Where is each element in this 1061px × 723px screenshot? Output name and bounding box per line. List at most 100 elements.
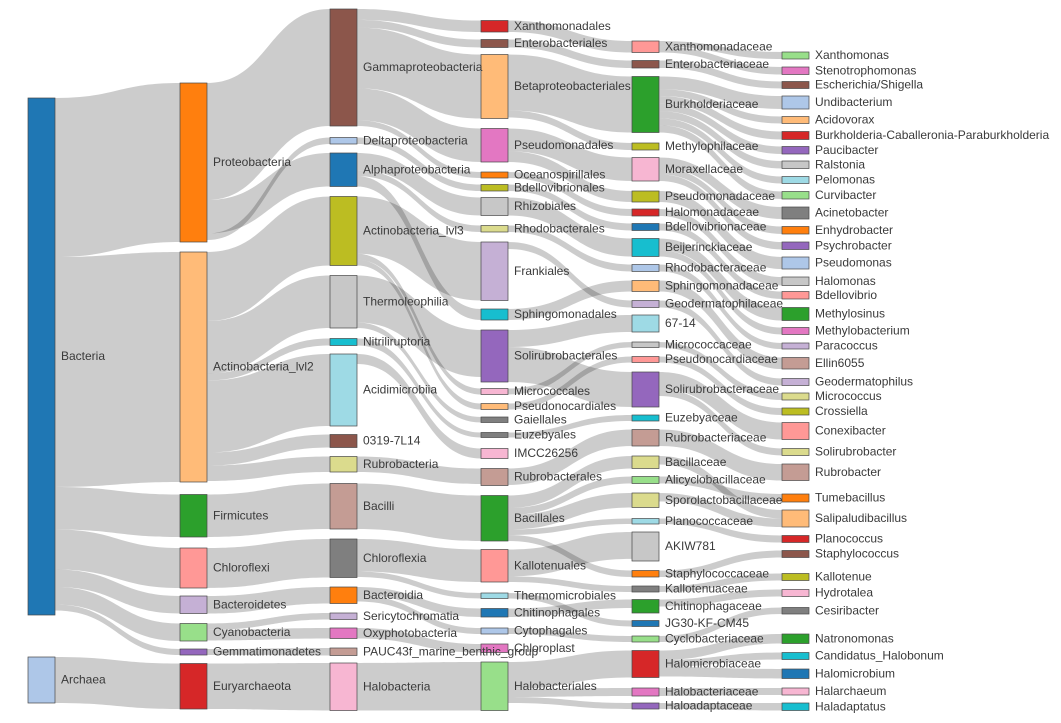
- svg-text:Enterobacteriales: Enterobacteriales: [514, 36, 607, 50]
- svg-text:Haloadaptaceae: Haloadaptaceae: [665, 699, 753, 713]
- svg-text:Nitriliruptoria: Nitriliruptoria: [363, 335, 431, 349]
- svg-text:Actinobacteria_lvl3: Actinobacteria_lvl3: [363, 224, 464, 238]
- svg-text:Enterobacteriaceae: Enterobacteriaceae: [665, 57, 769, 71]
- svg-text:Rhizobiales: Rhizobiales: [514, 199, 576, 213]
- svg-text:Solirubrobacteraceae: Solirubrobacteraceae: [665, 382, 779, 396]
- svg-text:Kallotenuaceae: Kallotenuaceae: [665, 582, 748, 596]
- svg-text:Pseudonocardiaceae: Pseudonocardiaceae: [665, 352, 778, 366]
- svg-text:Cesiribacter: Cesiribacter: [815, 603, 879, 617]
- svg-text:Alicyclobacillaceae: Alicyclobacillaceae: [665, 473, 766, 487]
- svg-text:Deltaproteobacteria: Deltaproteobacteria: [363, 133, 468, 147]
- svg-text:Alphaproteobacteria: Alphaproteobacteria: [363, 162, 471, 176]
- svg-text:Sphingomonadales: Sphingomonadales: [514, 307, 617, 321]
- svg-text:Undibacterium: Undibacterium: [815, 95, 892, 109]
- svg-text:Halobacteria: Halobacteria: [363, 679, 431, 693]
- svg-text:Chloroflexia: Chloroflexia: [363, 551, 427, 565]
- svg-text:Xanthomonas: Xanthomonas: [815, 48, 889, 62]
- svg-text:Rhodobacterales: Rhodobacterales: [514, 221, 605, 235]
- svg-text:Betaproteobacteriales: Betaproteobacteriales: [514, 79, 631, 93]
- svg-text:Planococcaceae: Planococcaceae: [665, 514, 753, 528]
- svg-text:Planococcus: Planococcus: [815, 532, 883, 546]
- svg-text:JG30-KF-CM45: JG30-KF-CM45: [665, 616, 749, 630]
- svg-text:Chloroflexi: Chloroflexi: [213, 561, 270, 575]
- svg-text:Solirubrobacterales: Solirubrobacterales: [514, 349, 617, 363]
- svg-text:Acinetobacter: Acinetobacter: [815, 206, 888, 220]
- svg-text:Paucibacter: Paucibacter: [815, 143, 878, 157]
- svg-text:Crossiella: Crossiella: [815, 404, 868, 418]
- svg-text:Micrococcus: Micrococcus: [815, 389, 882, 403]
- svg-text:Euzebyales: Euzebyales: [514, 428, 576, 442]
- svg-text:Bdellovibrionales: Bdellovibrionales: [514, 180, 605, 194]
- svg-text:Rubrobacteria: Rubrobacteria: [363, 457, 439, 471]
- svg-text:Tumebacillus: Tumebacillus: [815, 491, 885, 505]
- svg-text:Chloroplast: Chloroplast: [514, 641, 575, 655]
- svg-text:Cyclobacteriaceae: Cyclobacteriaceae: [665, 632, 764, 646]
- svg-text:Oceanospirillales: Oceanospirillales: [514, 168, 605, 182]
- svg-text:Cyanobacteria: Cyanobacteria: [213, 625, 291, 639]
- svg-text:Geodermatophilaceae: Geodermatophilaceae: [665, 297, 783, 311]
- svg-text:Chitinophagaceae: Chitinophagaceae: [665, 599, 762, 613]
- svg-text:Bacilli: Bacilli: [363, 499, 394, 513]
- svg-text:Stenotrophomonas: Stenotrophomonas: [815, 63, 916, 77]
- svg-text:Psychrobacter: Psychrobacter: [815, 238, 892, 252]
- svg-text:Hydrotalea: Hydrotalea: [815, 586, 873, 600]
- svg-text:Rubrobacter: Rubrobacter: [815, 465, 881, 479]
- svg-text:Moraxellaceae: Moraxellaceae: [665, 162, 743, 176]
- svg-text:Conexibacter: Conexibacter: [815, 424, 886, 438]
- svg-text:Methylophilaceae: Methylophilaceae: [665, 139, 759, 153]
- svg-text:Staphylococcus: Staphylococcus: [815, 547, 899, 561]
- svg-text:Halobacteriales: Halobacteriales: [514, 679, 597, 693]
- svg-text:Rhodobacteraceae: Rhodobacteraceae: [665, 261, 767, 275]
- svg-text:Halarchaeum: Halarchaeum: [815, 684, 886, 698]
- svg-text:Gemmatimonadetes: Gemmatimonadetes: [213, 645, 321, 659]
- svg-text:Pseudomonas: Pseudomonas: [815, 256, 892, 270]
- svg-text:Pseudomonadales: Pseudomonadales: [514, 138, 613, 152]
- svg-text:Cytophagales: Cytophagales: [514, 624, 587, 638]
- svg-text:Bdellovibrio: Bdellovibrio: [815, 288, 877, 302]
- svg-text:Pseudonocardiales: Pseudonocardiales: [514, 399, 616, 413]
- svg-text:Xanthomonadales: Xanthomonadales: [514, 19, 611, 33]
- svg-text:Halomonadaceae: Halomonadaceae: [665, 205, 759, 219]
- svg-text:Sericytochromatia: Sericytochromatia: [363, 609, 459, 623]
- svg-text:Bacteroidia: Bacteroidia: [363, 588, 423, 602]
- svg-text:Candidatus_Halobonum: Candidatus_Halobonum: [815, 649, 944, 663]
- svg-text:Methylobacterium: Methylobacterium: [815, 324, 910, 338]
- svg-text:Paracoccus: Paracoccus: [815, 339, 878, 353]
- svg-text:Firmicutes: Firmicutes: [213, 508, 268, 522]
- svg-text:Beijerinckiaceae: Beijerinckiaceae: [665, 240, 753, 254]
- svg-text:Methylosinus: Methylosinus: [815, 307, 885, 321]
- svg-text:Haladaptatus: Haladaptatus: [815, 699, 886, 713]
- svg-text:Kallotenue: Kallotenue: [815, 570, 872, 584]
- svg-text:Pelomonas: Pelomonas: [815, 173, 875, 187]
- svg-text:Natronomonas: Natronomonas: [815, 631, 894, 645]
- svg-text:Chitinophagales: Chitinophagales: [514, 605, 600, 619]
- svg-text:Pseudomonadaceae: Pseudomonadaceae: [665, 189, 775, 203]
- svg-text:Bacteroidetes: Bacteroidetes: [213, 597, 286, 611]
- svg-text:Frankiales: Frankiales: [514, 264, 569, 278]
- svg-text:67-14: 67-14: [665, 316, 696, 330]
- svg-text:Curvibacter: Curvibacter: [815, 188, 876, 202]
- svg-text:Micrococcaceae: Micrococcaceae: [665, 337, 752, 351]
- svg-text:Oxyphotobacteria: Oxyphotobacteria: [363, 626, 457, 640]
- svg-text:Escherichia/Shigella: Escherichia/Shigella: [815, 78, 923, 92]
- svg-text:Ellin6055: Ellin6055: [815, 356, 865, 370]
- svg-text:Actinobacteria_lvl2: Actinobacteria_lvl2: [213, 360, 314, 374]
- svg-text:Burkholderiaceae: Burkholderiaceae: [665, 97, 759, 111]
- svg-text:Proteobacteria: Proteobacteria: [213, 155, 291, 169]
- svg-text:PAUC43f_marine_benthic_group: PAUC43f_marine_benthic_group: [363, 644, 539, 658]
- svg-text:Gammaproteobacteria: Gammaproteobacteria: [363, 60, 483, 74]
- svg-text:Sporolactobacillaceae: Sporolactobacillaceae: [665, 493, 783, 507]
- svg-text:Gaiellales: Gaiellales: [514, 412, 567, 426]
- svg-text:Geodermatophilus: Geodermatophilus: [815, 375, 913, 389]
- svg-text:Archaea: Archaea: [61, 673, 106, 687]
- svg-text:Halomicrobiaceae: Halomicrobiaceae: [665, 657, 761, 671]
- svg-text:Ralstonia: Ralstonia: [815, 157, 865, 171]
- svg-text:Halomicrobium: Halomicrobium: [815, 666, 895, 680]
- svg-text:Euryarchaeota: Euryarchaeota: [213, 679, 291, 693]
- svg-text:Staphylococcaceae: Staphylococcaceae: [665, 566, 769, 580]
- svg-text:Enhydrobacter: Enhydrobacter: [815, 223, 893, 237]
- svg-text:AKIW781: AKIW781: [665, 539, 716, 553]
- svg-text:Solirubrobacter: Solirubrobacter: [815, 445, 896, 459]
- svg-text:Rubrobacteriaceae: Rubrobacteriaceae: [665, 430, 767, 444]
- svg-text:Kallotenuales: Kallotenuales: [514, 558, 586, 572]
